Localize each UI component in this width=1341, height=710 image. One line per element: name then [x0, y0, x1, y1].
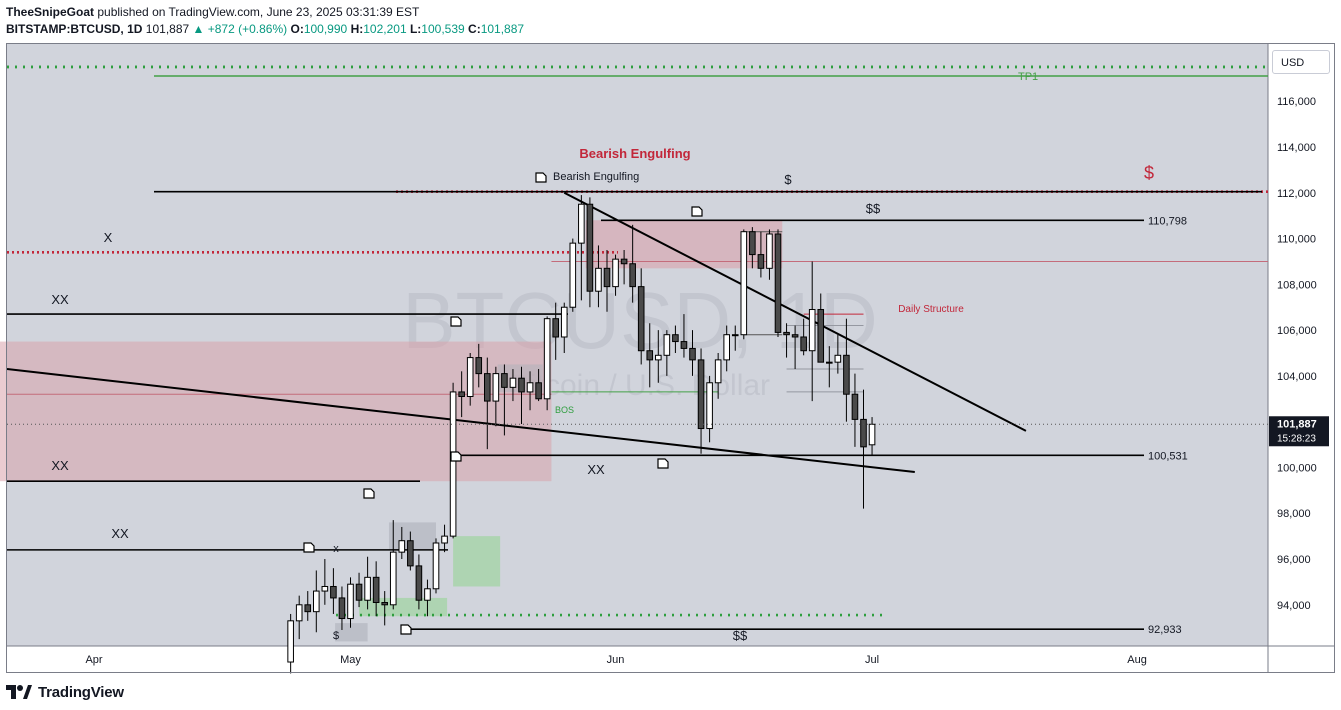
brand-name: TradingView: [38, 684, 124, 701]
tradingview-logo[interactable]: TradingView: [6, 682, 124, 702]
chart-frame: [6, 43, 1335, 673]
tradingview-logo-icon: [6, 685, 32, 699]
currency-button[interactable]: USD: [1272, 50, 1330, 74]
